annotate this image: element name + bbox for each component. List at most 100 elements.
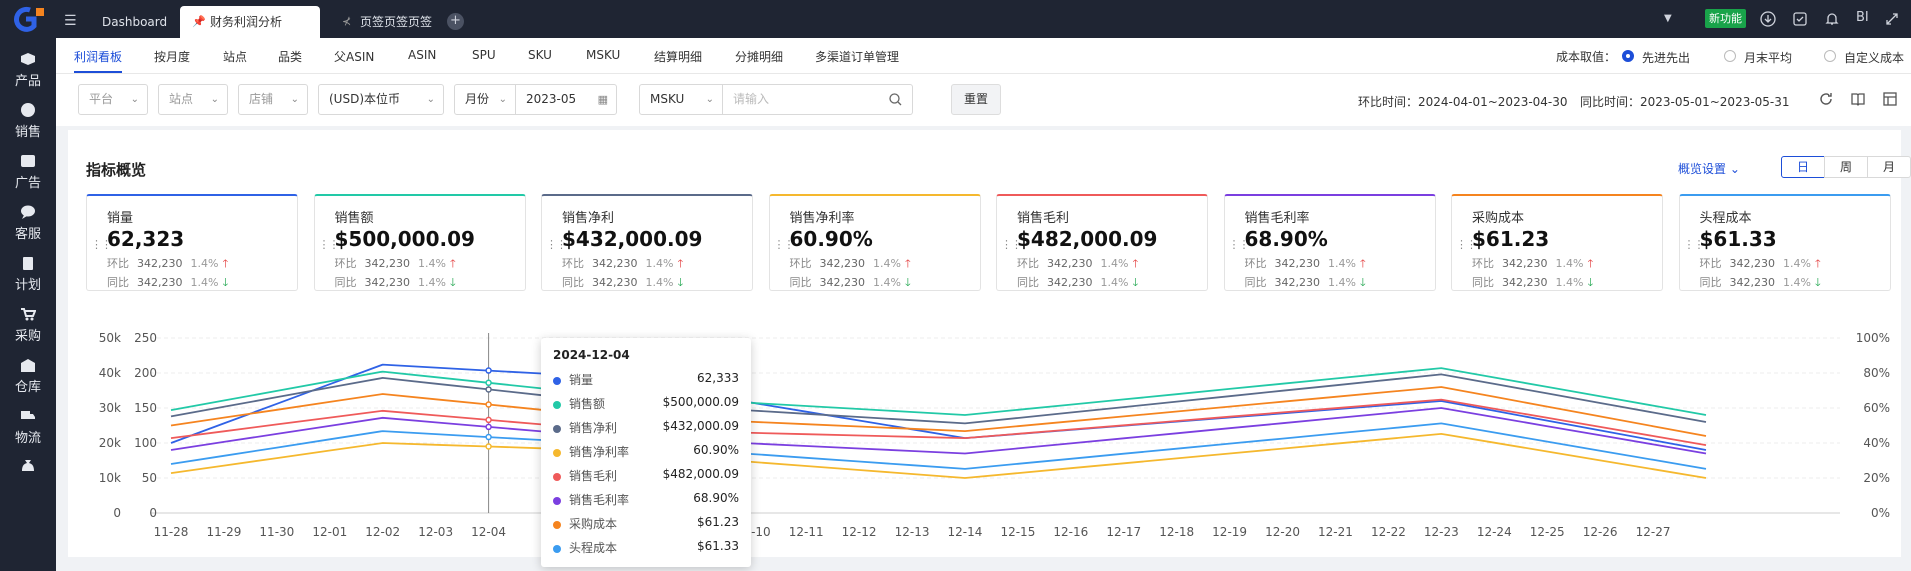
book-icon[interactable]	[1850, 91, 1866, 107]
box-icon	[21, 53, 35, 65]
subnav-by-month[interactable]: 按月度	[154, 50, 191, 64]
tooltip-value: $482,000.09	[662, 467, 739, 481]
series-line	[170, 363, 1707, 451]
add-tab-button[interactable]: +	[447, 13, 464, 30]
drag-handle-icon[interactable]: ⋮⋮	[1228, 238, 1250, 251]
drag-handle-icon[interactable]: ⋮⋮	[1001, 238, 1022, 251]
month-picker[interactable]: 2023-05 ▦	[515, 84, 617, 115]
subnav-sku[interactable]: SKU	[528, 48, 552, 62]
series-point	[485, 379, 492, 387]
mom-period-text: 环比时间：2024-04-01~2023-04-30	[1358, 95, 1568, 109]
period-type-select[interactable]: 月份 ⌄	[454, 84, 516, 115]
sidebar-item-ads[interactable]: 广告	[0, 154, 56, 191]
radio-label: 月末平均	[1744, 51, 1793, 65]
metric-card[interactable]: ⋮⋮ 销售毛利 $482,000.09 环比 342,230 1.4% 🡑 同比 342,230…	[996, 194, 1208, 291]
menu-toggle-icon[interactable]: ☰	[64, 13, 77, 29]
tab-dashboard[interactable]: Dashboard	[90, 6, 179, 38]
search-input[interactable]: 请输入	[723, 84, 913, 115]
sidebar-item-product[interactable]: 产品	[0, 52, 56, 89]
arrow-down-icon: 🡓	[904, 276, 911, 289]
reset-button[interactable]: 重置	[951, 84, 1002, 115]
checkbox-icon[interactable]	[1792, 11, 1808, 27]
filter-bar: 平台 ⌄ 站点 ⌄ 店铺 ⌄ (USD)本位币 ⌄ 月份 ⌄ 2023-05 ▦ MSKU ⌄…	[56, 74, 1911, 126]
series-point	[485, 433, 492, 441]
site-select[interactable]: 站点 ⌄	[158, 84, 228, 115]
metric-card[interactable]: ⋮⋮ 头程成本 $61.33 环比 342,230 1.4% 🡑 同比 342,230 1.4% 🡓	[1678, 194, 1891, 291]
bell-icon[interactable]	[1824, 11, 1840, 27]
metric-card[interactable]: ⋮⋮ 销售净利 $432,000.09 环比 342,230 1.4% 🡑 同比 342,230…	[541, 194, 753, 291]
drag-handle-icon[interactable]: ⋮⋮	[1456, 238, 1477, 251]
subnav-category[interactable]: 品类	[278, 50, 303, 64]
subnav-site[interactable]: 站点	[223, 50, 248, 64]
metric-card[interactable]: ⋮⋮ 销售净利率 60.90% 环比 342,230 1.4% 🡑 同比 342,230 1.4%…	[768, 194, 981, 291]
arrow-down-icon: 🡓	[1132, 276, 1139, 289]
sidebar-item-label: 采购	[14, 329, 41, 344]
granularity-week[interactable]: 周	[1824, 156, 1868, 178]
x-tick-label: 12-13	[895, 525, 930, 539]
sidebar-item-label: 广告	[14, 176, 41, 191]
sidebar-item-sales[interactable]: 销售	[0, 103, 56, 140]
series-point	[485, 423, 492, 431]
drag-handle-icon[interactable]: ⋮⋮	[1683, 238, 1705, 251]
tab-finance-profit[interactable]: 📌 财务利润分析	[180, 6, 320, 38]
tooltip-value: $61.33	[697, 539, 739, 553]
sidebar-item-label: 产品	[14, 74, 41, 89]
tab-label: 页签页签页签	[360, 15, 433, 29]
arrow-down-icon: 🡓	[449, 276, 456, 289]
drag-handle-icon[interactable]: ⋮⋮	[91, 238, 112, 251]
yoy-percent: 1.4%	[190, 276, 219, 289]
x-tick-label: 12-27	[1636, 525, 1671, 539]
layout-icon[interactable]	[1882, 91, 1898, 107]
sidebar-item-plan[interactable]: 计划	[0, 256, 56, 293]
subnav-settlement[interactable]: 结算明细	[654, 50, 703, 64]
sidebar-item-warehouse[interactable]: 仓库	[0, 358, 56, 395]
drag-handle-icon[interactable]: ⋮⋮	[773, 238, 795, 251]
subnav-multichannel[interactable]: 多渠道订单管理	[815, 50, 900, 64]
bi-icon[interactable]: BI	[1856, 10, 1869, 25]
pin-icon[interactable]: ⊀	[342, 15, 352, 28]
metric-value: $500,000.09	[334, 227, 475, 251]
new-feature-badge[interactable]: 新功能	[1705, 9, 1746, 28]
overview-settings-button[interactable]: 概览设置 ⌄	[1678, 160, 1740, 177]
drag-handle-icon[interactable]: ⋮⋮	[546, 238, 567, 251]
metric-card[interactable]: ⋮⋮ 销量 62,323 环比 342,230 1.4% 🡑 同比 342,230 1.4% 🡓	[86, 194, 298, 291]
radio-fifo[interactable]: 先进先出	[1622, 49, 1690, 66]
search-type-select[interactable]: MSKU ⌄	[639, 84, 723, 115]
radio-custom-cost[interactable]: 自定义成本	[1824, 49, 1904, 66]
y-right-tick: 20%	[1863, 471, 1890, 485]
granularity-month[interactable]: 月	[1867, 156, 1911, 178]
subnav-allocation[interactable]: 分摊明细	[735, 50, 784, 64]
subnav-spu[interactable]: SPU	[472, 48, 496, 62]
sidebar-item-purchase[interactable]: 采购	[0, 307, 56, 344]
store-select[interactable]: 店铺 ⌄	[238, 84, 308, 115]
download-icon[interactable]	[1760, 11, 1776, 27]
metric-card[interactable]: ⋮⋮ 销售额 $500,000.09 环比 342,230 1.4% 🡑 同比 342,230 1…	[313, 194, 526, 291]
pin-icon[interactable]: 📌	[192, 15, 206, 28]
subnav-msku[interactable]: MSKU	[586, 48, 621, 62]
platform-select[interactable]: 平台 ⌄	[78, 84, 148, 115]
sidebar-item-finance[interactable]	[0, 458, 56, 476]
series-line	[170, 367, 1707, 416]
tab-page[interactable]: ⊀ 页签页签页签	[330, 6, 444, 38]
currency-select[interactable]: (USD)本位币 ⌄	[318, 84, 444, 115]
tooltip-series-name: 头程成本	[569, 541, 618, 555]
sidebar-item-logistics[interactable]: 物流	[0, 409, 56, 446]
search-icon[interactable]	[889, 93, 902, 106]
expand-icon[interactable]	[1884, 11, 1900, 27]
caret-down-icon[interactable]: ▼	[1664, 13, 1672, 24]
series-dot	[553, 376, 561, 385]
mom-label: 环比	[1699, 257, 1722, 270]
radio-label: 自定义成本	[1844, 51, 1905, 65]
subnav-profit-board[interactable]: 利润看板	[74, 50, 123, 64]
granularity-day[interactable]: 日	[1781, 156, 1825, 178]
subnav-asin[interactable]: ASIN	[408, 48, 437, 62]
sidebar-item-service[interactable]: 客服	[0, 205, 56, 242]
refresh-icon[interactable]	[1818, 91, 1834, 107]
metric-card[interactable]: ⋮⋮ 销售毛利率 68.90% 环比 342,230 1.4% 🡑 同比 342,230 1.4%…	[1223, 194, 1436, 291]
calendar-icon: ▦	[597, 93, 608, 106]
drag-handle-icon[interactable]: ⋮⋮	[318, 238, 340, 251]
arrow-up-icon: 🡑	[1814, 257, 1821, 270]
metric-card[interactable]: ⋮⋮ 采购成本 $61.23 环比 342,230 1.4% 🡑 同比 342,230 1.4% 🡓	[1451, 194, 1663, 291]
subnav-parent-asin[interactable]: 父ASIN	[334, 50, 375, 64]
radio-month-avg[interactable]: 月末平均	[1724, 49, 1792, 66]
